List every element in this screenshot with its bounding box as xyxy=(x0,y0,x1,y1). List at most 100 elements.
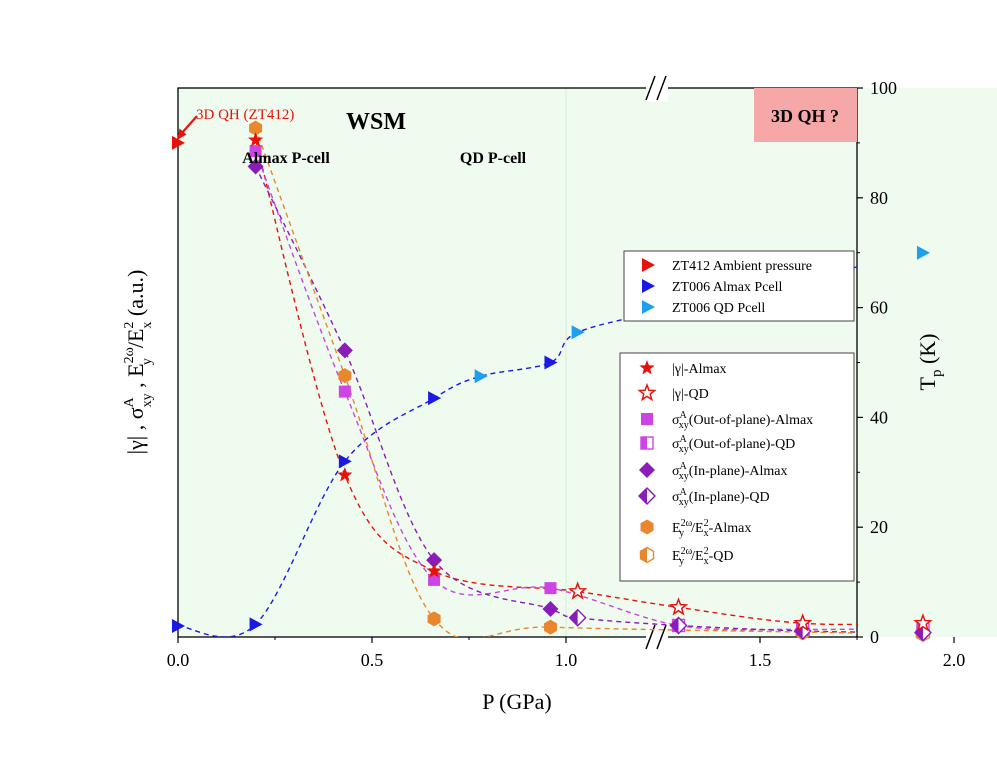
legend-bottom-marker-0 xyxy=(639,360,655,375)
wsm-region xyxy=(178,88,997,637)
left-series-2-point-1 xyxy=(338,385,351,398)
legend-bottom-label-6-post: -Almax xyxy=(709,521,752,536)
legend-bottom-frame xyxy=(619,352,855,582)
legend-bottom-label-2-sub: xy xyxy=(679,420,689,431)
left-series-5-point-0 xyxy=(568,608,587,627)
left-series-0-point-1 xyxy=(337,467,353,482)
y-tick-label-1: 20 xyxy=(870,517,888,537)
legend-bottom-label-3-sup: A xyxy=(680,434,688,445)
legend-bottom-label-0: |γ|-Almax xyxy=(672,362,727,377)
x-axis-label: P (GPa) xyxy=(482,689,551,714)
legend-top-label-0: ZT412 Ambient pressure xyxy=(672,259,812,274)
left-series-2-point-3 xyxy=(544,582,557,595)
axis-break-gap-0 xyxy=(646,74,668,102)
left-series-4-point-0 xyxy=(247,158,264,175)
tp-series-1-point-0 xyxy=(172,619,185,634)
tp-series-2-point-4 xyxy=(916,245,930,260)
legend-top-label-2: ZT006 QD Pcell xyxy=(672,301,765,316)
axes: 0.0 0.5 1.0 1.5 2.0 0 20 40 60 80 100 xyxy=(167,74,966,670)
y-right-label-main: T xyxy=(915,377,940,391)
legend-bottom-label-6-esup: 2ω xyxy=(681,518,693,529)
legend-bottom-marker-4 xyxy=(639,462,655,478)
y-right-axis-label: Tp (K) xyxy=(915,334,945,391)
left-series-5-point-1-fill xyxy=(670,617,679,634)
axis-break-mark-b-1 xyxy=(656,624,667,650)
tp-series-1-point-2 xyxy=(338,454,352,469)
legend-bottom-label-7-post: -QD xyxy=(709,549,734,564)
left-series-1-point-2 xyxy=(793,613,813,632)
e-ratio-curve xyxy=(254,127,857,637)
y-left-label-e-sup: 2ω xyxy=(122,347,137,363)
qd-cell-label: QD P-cell xyxy=(460,150,527,167)
axis-break-mark-b-0 xyxy=(656,75,667,101)
tp-series-1-point-1 xyxy=(249,617,263,632)
legend-bottom-label-1: |γ|-QD xyxy=(672,387,709,402)
tp-series-0-point-0 xyxy=(172,135,185,150)
almax-cell-label: Almax P-cell xyxy=(242,150,330,167)
left-series-2-point-0 xyxy=(249,145,262,158)
legend-bottom-label-3: σA xy(Out-of-plane)-QD xyxy=(672,434,795,455)
y-tick-label-2: 40 xyxy=(870,407,888,427)
legend-bottom-label-5-pre: σ xyxy=(672,490,680,505)
legend-bottom-label-5-sup: A xyxy=(680,487,688,498)
x-tick-label-1: 0.5 xyxy=(361,650,384,670)
legend-bottom-label-6-msub: x xyxy=(704,528,709,539)
y-left-label-sigma-sub: xy xyxy=(140,393,155,407)
axis-break-mark-a-0 xyxy=(645,75,656,101)
ambient-annotation: 3D QH (ZT412) xyxy=(196,107,294,123)
legend-top: ZT412 Ambient pressure ZT006 Almax Pcell… xyxy=(623,250,855,322)
legend-top-marker-2 xyxy=(642,300,655,314)
legend-bottom-label-4-post: (In-plane)-Almax xyxy=(689,464,788,479)
y-left-axis-label: |γ| , σA xy , E2ω y/E2 x (a.u.) xyxy=(122,270,155,455)
left-series-4-point-2 xyxy=(426,552,443,569)
left-series-0-point-2 xyxy=(426,563,442,578)
left-series-1-point-1 xyxy=(668,597,689,616)
legend-bottom-label-4-sub: xy xyxy=(679,471,689,482)
y-tick-label-4: 80 xyxy=(870,188,888,208)
y-left-label-ex: /E xyxy=(123,329,148,349)
left-series-6-point-0 xyxy=(249,120,263,136)
x-tick-label-4: 2.0 xyxy=(943,650,966,670)
left-series-1-point-0 xyxy=(567,581,588,600)
legend-bottom-label-7: E2ω y/E2 x-QD xyxy=(672,546,734,567)
y-left-label-sigma: , σ xyxy=(123,407,148,436)
left-series-1-point-3 xyxy=(913,613,933,632)
legend-bottom-marker-3-fill xyxy=(641,437,647,449)
gamma-curve xyxy=(254,139,857,626)
legend-bottom-label-4: σA xy(In-plane)-Almax xyxy=(672,461,788,482)
tp-series-2-point-1 xyxy=(571,325,585,340)
left-series-6-point-2 xyxy=(427,611,441,627)
plot-background xyxy=(178,88,997,637)
ambient-arrowhead xyxy=(177,128,187,140)
legend-bottom-marker-7 xyxy=(639,546,655,564)
legend-bottom-label-2: σA xy(Out-of-plane)-Almax xyxy=(672,410,813,431)
left-series-4-point-1 xyxy=(336,342,353,359)
x-tick-label-2: 1.0 xyxy=(555,650,578,670)
legend-bottom-label-7-msub: x xyxy=(704,556,709,567)
sigma-in-curve xyxy=(254,166,857,633)
y-left-label-gamma: |γ| xyxy=(123,436,148,455)
legend-bottom-label-7-mid: /E xyxy=(691,549,703,564)
legend-bottom-label-2-sup: A xyxy=(680,410,688,421)
qh-label: 3D QH ? xyxy=(771,106,839,126)
legend-bottom-label-2-pre: σ xyxy=(672,413,680,428)
left-series-5-point-1 xyxy=(669,616,688,635)
legend-bottom-label-3-pre: σ xyxy=(672,437,680,452)
legend-bottom: |γ|-Almax |γ|-QD σA xy(Out-of-plane)-Alma… xyxy=(619,352,855,582)
legend-bottom-label-5-post: (In-plane)-QD xyxy=(689,490,770,505)
legend-bottom-label-5-sub: xy xyxy=(679,497,689,508)
legend-bottom-marker-3 xyxy=(640,436,654,450)
y-right-label-unit: (K) xyxy=(915,334,940,370)
legend-bottom-marker-5 xyxy=(638,487,656,505)
ambient-arrow xyxy=(180,115,198,135)
y-left-label-e-sub: y xyxy=(140,358,155,365)
legend-top-marker-0 xyxy=(642,258,655,272)
legend-bottom-label-6: E2ω y/E2 x-Almax xyxy=(672,518,751,539)
legend-bottom-label-5: σA xy(In-plane)-QD xyxy=(672,487,770,508)
legend-bottom-label-7-esup: 2ω xyxy=(681,546,693,557)
legend-bottom-label-3-sub: xy xyxy=(679,444,689,455)
y-left-label-ex-sup: 2 xyxy=(122,322,137,329)
legend-bottom-label-7-msup: 2 xyxy=(704,546,709,557)
legend-top-markers xyxy=(642,258,655,314)
